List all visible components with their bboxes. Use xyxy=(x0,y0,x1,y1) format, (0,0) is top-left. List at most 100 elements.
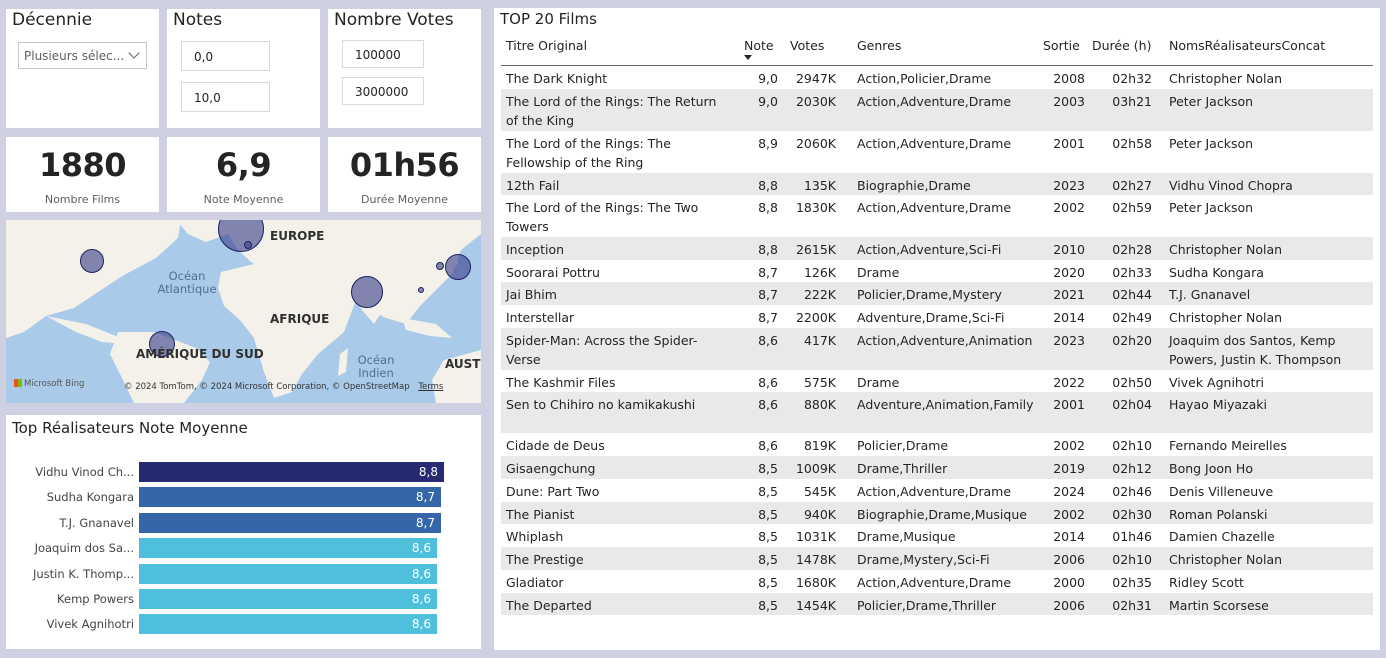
table-row[interactable]: Soorarai Pottru 8,7 126K Drame 2020 02h33 Sudh… xyxy=(501,260,1373,282)
cell-votes: 2200K xyxy=(795,310,836,325)
cell-duree: 02h44 xyxy=(1112,287,1152,302)
decennie-dropdown-value: Plusieurs sélec... xyxy=(24,49,125,63)
cell-note: 9,0 xyxy=(758,94,778,109)
table-row[interactable]: Dune: Part Two 8,5 545K Action,Adventure,Dr… xyxy=(501,479,1373,502)
table-row[interactable]: Inception 8,8 2615K Action,Adventure,Sci-Fi… xyxy=(501,237,1373,260)
table-row[interactable]: Jai Bhim 8,7 222K Policier,Drame,Mystery 202… xyxy=(501,282,1373,305)
cell-titre: Interstellar xyxy=(506,310,575,325)
bar-row[interactable]: Sudha Kongara xyxy=(6,487,134,507)
cell-duree: 02h58 xyxy=(1112,136,1152,151)
table-row[interactable]: The Lord of the Rings: The Fellowship of… xyxy=(501,131,1373,173)
map-bubble-india[interactable] xyxy=(351,276,383,308)
cell-note: 8,5 xyxy=(758,484,778,499)
table-row[interactable]: Sen to Chihiro no kamikakushi 8,6 880K Adve… xyxy=(501,392,1373,433)
cell-sortie: 2010 xyxy=(1053,242,1085,257)
col-header-genres[interactable]: Genres xyxy=(857,38,902,53)
world-map[interactable]: EUROPE AFRIQUE AMÉRIQUE DU SUD AUST Océa… xyxy=(6,220,481,403)
cell-sortie: 2002 xyxy=(1053,438,1085,453)
col-header-note[interactable]: Note xyxy=(744,38,774,53)
cell-sortie: 2008 xyxy=(1053,71,1085,86)
map-label-europe: EUROPE xyxy=(270,229,325,243)
cell-note: 8,6 xyxy=(758,438,778,453)
notes-max-input[interactable]: 10,0 xyxy=(181,82,270,112)
notes-min-input[interactable]: 0,0 xyxy=(181,41,270,71)
col-header-titre[interactable]: Titre Original xyxy=(506,38,588,53)
bar-row[interactable]: Vidhu Vinod Ch... xyxy=(6,462,134,482)
cell-realisateurs: Peter Jackson xyxy=(1169,136,1254,151)
notes-slicer-title: Notes xyxy=(173,10,223,30)
cell-genres: Adventure,Animation,Family xyxy=(857,397,1034,412)
table-row[interactable]: The Dark Knight 9,0 2947K Action,Policier,D… xyxy=(501,66,1373,89)
cell-votes: 1680K xyxy=(795,575,836,590)
bar[interactable]: 8,8 xyxy=(139,462,444,482)
table-row[interactable]: The Lord of the Rings: The Return of the… xyxy=(501,89,1373,131)
bar[interactable]: 8,7 xyxy=(139,487,441,507)
bar[interactable]: 8,6 xyxy=(139,589,437,609)
table-row[interactable]: 12th Fail 8,8 135K Biographie,Drame 2023 02h2… xyxy=(501,173,1373,195)
map-bubble-japan[interactable] xyxy=(445,254,471,280)
map-bubble-europe-small[interactable] xyxy=(244,241,252,249)
votes-min-input[interactable]: 100000 xyxy=(342,40,424,68)
bar-row[interactable]: Vivek Agnihotri xyxy=(6,614,134,634)
cell-votes: 2060K xyxy=(795,136,836,151)
bar-row[interactable]: T.J. Gnanavel xyxy=(6,513,134,533)
table-row[interactable]: Gladiator 8,5 1680K Action,Adventure,Drame 2… xyxy=(501,570,1373,593)
cell-realisateurs: Peter Jackson xyxy=(1169,200,1254,215)
cell-note: 8,7 xyxy=(758,265,778,280)
cell-note: 8,6 xyxy=(758,375,778,390)
bar-category-label: Justin K. Thomp... xyxy=(33,567,134,581)
cell-genres: Action,Adventure,Drame xyxy=(857,200,1012,215)
cell-votes: 126K xyxy=(803,265,836,280)
kpi-note-moyenne: 6,9 Note Moyenne xyxy=(167,137,320,212)
bar-row[interactable]: Justin K. Thomp... xyxy=(6,564,134,584)
bar[interactable]: 8,6 xyxy=(139,614,437,634)
table-row[interactable]: The Pianist 8,5 940K Biographie,Drame,Musiq… xyxy=(501,502,1373,524)
table-row[interactable]: Interstellar 8,7 2200K Adventure,Drame,Sci-… xyxy=(501,305,1373,328)
map-bubble-south-asia-small[interactable] xyxy=(418,287,424,293)
table-row[interactable]: Gisaengchung 8,5 1009K Drame,Thriller 2019 02… xyxy=(501,456,1373,479)
votes-max-input[interactable]: 3000000 xyxy=(342,77,424,105)
bar[interactable]: 8,6 xyxy=(139,564,437,584)
col-header-votes[interactable]: Votes xyxy=(790,38,825,53)
bar[interactable]: 8,7 xyxy=(139,513,441,533)
table-row[interactable]: The Kashmir Files 8,6 575K Drame 2022 02h50 Vi… xyxy=(501,370,1373,392)
cell-sortie: 2001 xyxy=(1053,397,1085,412)
cell-titre: Inception xyxy=(506,242,565,257)
map-terms-link[interactable]: Terms xyxy=(418,382,444,392)
cell-duree: 02h50 xyxy=(1112,375,1152,390)
table-row[interactable]: Whiplash 8,5 1031K Drame,Musique 2014 01h46 Da… xyxy=(501,524,1373,547)
cell-titre: The Pianist xyxy=(506,507,575,522)
bar[interactable]: 8,6 xyxy=(139,538,437,558)
cell-sortie: 2002 xyxy=(1053,507,1085,522)
cell-genres: Action,Adventure,Drame xyxy=(857,575,1012,590)
top-realisateurs-chart: Top Réalisateurs Note Moyenne Vidhu Vino… xyxy=(6,415,481,649)
cell-genres: Action,Adventure,Drame xyxy=(857,484,1012,499)
cell-duree: 02h46 xyxy=(1112,484,1152,499)
map-bubble-north-america[interactable] xyxy=(80,249,104,273)
bar-row[interactable]: Joaquim dos Sa... xyxy=(6,538,134,558)
map-bubble-east-asia-small[interactable] xyxy=(436,262,444,270)
table-row[interactable]: The Departed 8,5 1454K Policier,Drame,Thril… xyxy=(501,593,1373,615)
cell-note: 8,9 xyxy=(758,136,778,151)
cell-titre: Whiplash xyxy=(506,529,564,544)
bar-row[interactable]: Kemp Powers xyxy=(6,589,134,609)
table-row[interactable]: Cidade de Deus 8,6 819K Policier,Drame 2002 0… xyxy=(501,433,1373,456)
col-header-realisateurs[interactable]: NomsRéalisateursConcat xyxy=(1169,38,1326,53)
cell-realisateurs: Joaquim dos Santos, Kemp Powers, Justin … xyxy=(1169,333,1342,367)
bar-value-label: 8,7 xyxy=(415,516,435,530)
decennie-dropdown[interactable]: Plusieurs sélec... xyxy=(18,42,147,69)
cell-realisateurs: Roman Polanski xyxy=(1169,507,1268,522)
bar-value-label: 8,8 xyxy=(418,465,438,479)
bing-icon xyxy=(14,379,22,387)
col-header-sortie[interactable]: Sortie xyxy=(1043,38,1080,53)
cell-titre: Sen to Chihiro no kamikakushi xyxy=(506,397,696,412)
cell-sortie: 2019 xyxy=(1053,461,1085,476)
cell-duree: 02h59 xyxy=(1112,200,1152,215)
col-header-duree[interactable]: Durée (h) xyxy=(1092,38,1152,53)
header-divider xyxy=(501,65,1373,66)
map-bubble-brazil[interactable] xyxy=(149,331,175,357)
table-row[interactable]: The Prestige 8,5 1478K Drame,Mystery,Sci-Fi… xyxy=(501,547,1373,570)
table-row[interactable]: The Lord of the Rings: The Two Towers 8,8… xyxy=(501,195,1373,237)
table-row[interactable]: Spider-Man: Across the Spider-Verse 8,6 41… xyxy=(501,328,1373,370)
cell-sortie: 2002 xyxy=(1053,200,1085,215)
